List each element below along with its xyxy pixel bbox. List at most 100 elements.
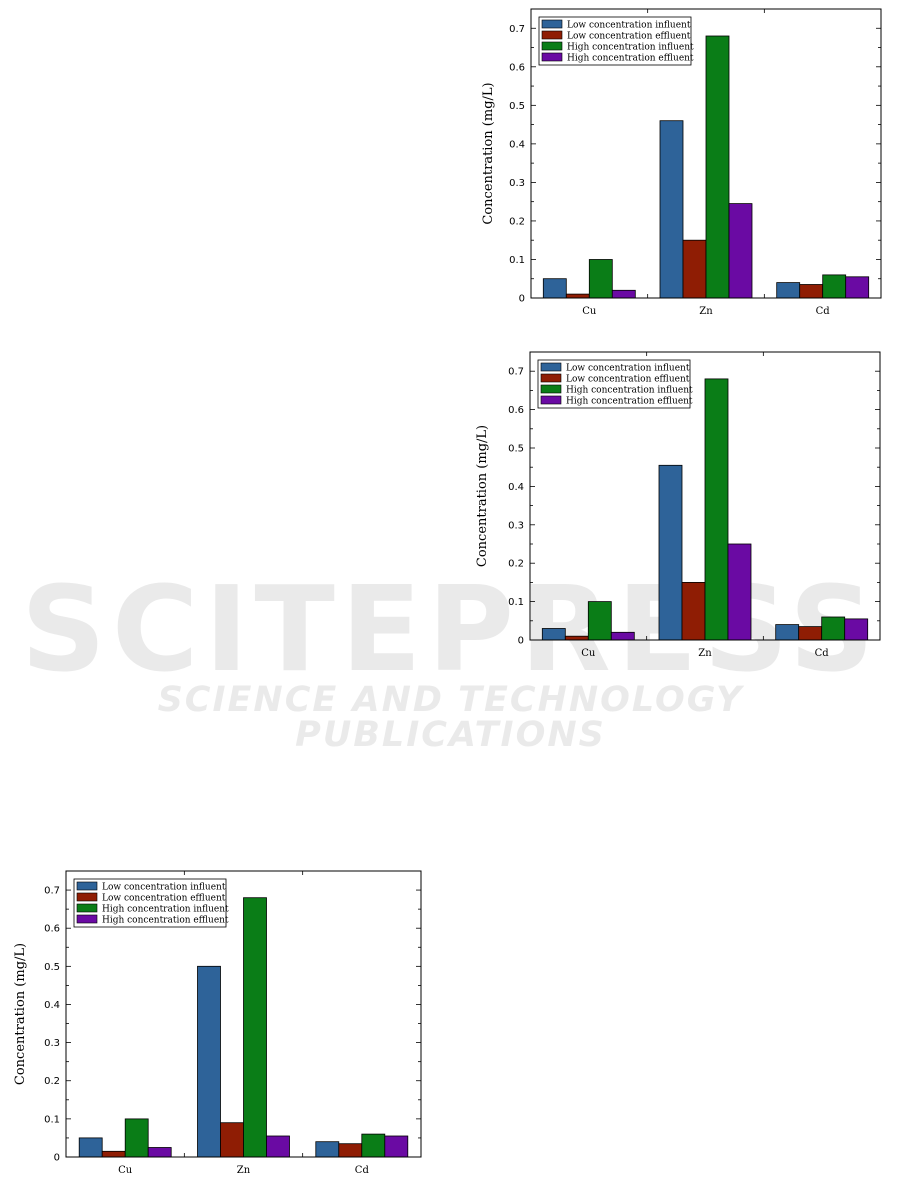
legend-entry: High concentration influent bbox=[102, 905, 229, 915]
legend-entry: Low concentration effluent bbox=[567, 32, 691, 42]
y-tick-label: 0.2 bbox=[508, 559, 524, 570]
y-tick-label: 0.7 bbox=[508, 367, 524, 378]
bar-cd-series-1 bbox=[315, 1141, 340, 1158]
legend-entry: Low concentration influent bbox=[102, 883, 226, 893]
legend-entry: High concentration influent bbox=[567, 43, 694, 53]
y-tick-label: 0.2 bbox=[44, 1076, 60, 1087]
bar-zn-series-2 bbox=[682, 239, 707, 299]
bar-cu-series-1 bbox=[78, 1137, 103, 1158]
bar-cd-series-1 bbox=[776, 282, 801, 299]
plot-frame bbox=[530, 8, 882, 299]
bar-zn-series-4 bbox=[266, 1135, 290, 1158]
y-tick-label: 0.5 bbox=[509, 101, 525, 112]
chart-svg: 0 0.1 0.2 0.3 0.4 0.5 0.6 0.7 Cu Zn Cd Concentratio… bbox=[481, 8, 882, 317]
plot-frame bbox=[65, 870, 422, 1158]
bar-cd-series-2 bbox=[338, 1143, 363, 1158]
legend-swatch bbox=[540, 362, 562, 372]
bar-cu-series-3 bbox=[124, 1118, 149, 1158]
y-tick-label: 0 bbox=[518, 636, 524, 647]
y-axis-title: Concentration (mg/L) bbox=[13, 943, 28, 1085]
x-category-label: Cu bbox=[582, 306, 597, 317]
y-tick-label: 0 bbox=[519, 294, 525, 305]
legend-swatch bbox=[540, 395, 562, 405]
x-category-label: Cu bbox=[581, 648, 596, 659]
y-axis-title: Concentration (mg/L) bbox=[481, 82, 496, 224]
bar-cu-series-4 bbox=[610, 631, 635, 641]
legend-swatch bbox=[76, 881, 98, 891]
bar-chart-top-right: 0 0.1 0.2 0.3 0.4 0.5 0.6 0.7 Cu Zn Cd Concentratio… bbox=[470, 0, 890, 330]
bar-cu-series-1 bbox=[541, 628, 566, 641]
y-tick-label: 0.2 bbox=[509, 216, 525, 227]
legend bbox=[537, 359, 691, 409]
y-tick-label: 0.3 bbox=[44, 1038, 60, 1049]
bar-zn-series-2 bbox=[220, 1122, 244, 1158]
bar-cd-series-4 bbox=[384, 1135, 409, 1158]
y-tick-label: 0.7 bbox=[509, 24, 525, 35]
bar-cd-series-4 bbox=[844, 618, 869, 641]
bar-zn-series-4 bbox=[728, 203, 753, 299]
bar-cd-series-4 bbox=[845, 276, 870, 299]
bar-cd-series-2 bbox=[798, 626, 823, 641]
legend bbox=[73, 878, 227, 928]
y-tick-label: 0.4 bbox=[44, 1000, 60, 1011]
legend-entry: High concentration influent bbox=[566, 386, 693, 396]
bar-cd-series-3 bbox=[361, 1133, 386, 1158]
bar-cu-series-4 bbox=[147, 1147, 172, 1158]
legend-swatch bbox=[76, 892, 98, 902]
bar-zn-series-2 bbox=[681, 581, 706, 641]
legend-entry: High concentration effluent bbox=[567, 54, 694, 64]
y-tick-label: 0 bbox=[54, 1153, 60, 1164]
legend bbox=[538, 16, 692, 66]
legend-swatch bbox=[541, 52, 563, 62]
y-tick-label: 0.1 bbox=[44, 1114, 60, 1125]
legend-entry: Low concentration influent bbox=[566, 364, 690, 374]
plot-frame bbox=[529, 351, 881, 641]
bar-cd-series-3 bbox=[821, 616, 846, 641]
y-tick-label: 0.7 bbox=[44, 886, 60, 897]
bar-zn-series-1 bbox=[197, 965, 221, 1158]
legend-entry: Low concentration effluent bbox=[566, 375, 690, 385]
chart-svg: 0 0.1 0.2 0.3 0.4 0.5 0.6 0.7 Cu Zn Cd Concentratio… bbox=[13, 870, 422, 1176]
bar-cd-series-1 bbox=[775, 624, 800, 641]
x-category-label: Cu bbox=[118, 1165, 133, 1176]
bar-cu-series-2 bbox=[101, 1150, 126, 1158]
y-tick-label: 0.5 bbox=[44, 962, 60, 973]
y-tick-label: 0.1 bbox=[508, 597, 524, 608]
legend-entry: Low concentration influent bbox=[567, 21, 691, 31]
bar-cu-series-3 bbox=[587, 601, 612, 641]
y-tick-label: 0.3 bbox=[508, 520, 524, 531]
bar-zn-series-3 bbox=[704, 378, 729, 641]
bar-cu-series-2 bbox=[564, 635, 589, 641]
legend-swatch bbox=[76, 903, 98, 913]
x-category-label: Zn bbox=[699, 306, 713, 317]
legend-swatch bbox=[541, 41, 563, 51]
y-tick-label: 0.6 bbox=[509, 62, 525, 73]
bar-zn-series-3 bbox=[243, 897, 267, 1158]
legend-entry: High concentration effluent bbox=[102, 916, 229, 926]
legend-entry: High concentration effluent bbox=[566, 397, 693, 407]
bar-chart-middle-right: 0 0.1 0.2 0.3 0.4 0.5 0.6 0.7 Cu Zn Cd Concentratio… bbox=[466, 343, 890, 673]
y-axis-title: Concentration (mg/L) bbox=[475, 425, 490, 567]
x-category-label: Zn bbox=[698, 648, 712, 659]
x-category-label: Cd bbox=[355, 1165, 370, 1176]
legend-swatch bbox=[541, 19, 563, 29]
y-tick-label: 0.6 bbox=[508, 405, 524, 416]
x-category-label: Cd bbox=[816, 306, 831, 317]
bar-cu-series-2 bbox=[565, 293, 590, 299]
bar-cu-series-4 bbox=[611, 289, 636, 299]
bar-cu-series-3 bbox=[588, 259, 613, 299]
legend-swatch bbox=[540, 384, 562, 394]
x-category-label: Zn bbox=[237, 1165, 251, 1176]
y-tick-label: 0.3 bbox=[509, 178, 525, 189]
bar-zn-series-4 bbox=[727, 543, 752, 641]
x-category-label: Cd bbox=[815, 648, 830, 659]
bar-zn-series-1 bbox=[659, 120, 684, 299]
y-tick-label: 0.4 bbox=[508, 482, 524, 493]
bar-cd-series-2 bbox=[799, 284, 824, 299]
watermark-subtitle: SCIENCE AND TECHNOLOGY PUBLICATIONS bbox=[157, 680, 744, 755]
y-tick-label: 0.4 bbox=[509, 139, 525, 150]
legend-entry: Low concentration effluent bbox=[102, 894, 226, 904]
chart-svg: 0 0.1 0.2 0.3 0.4 0.5 0.6 0.7 Cu Zn Cd Concentratio… bbox=[475, 351, 881, 659]
legend-swatch bbox=[76, 914, 98, 924]
bar-zn-series-3 bbox=[705, 35, 730, 299]
